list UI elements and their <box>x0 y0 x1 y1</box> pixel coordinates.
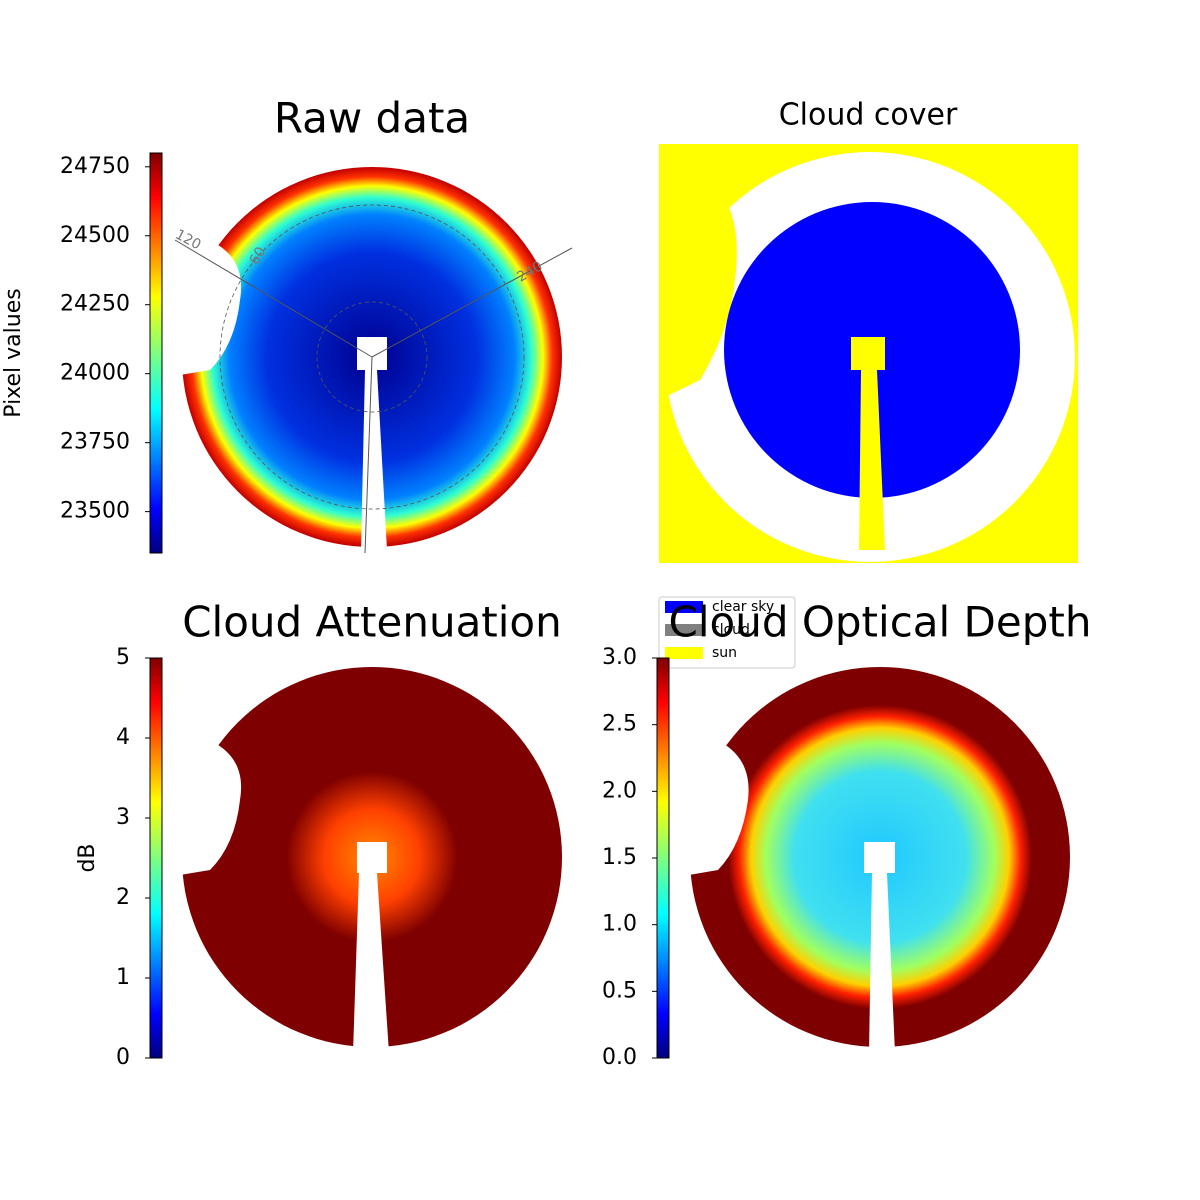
colorbar-tick-label: 1 <box>116 965 130 990</box>
legend-swatch <box>665 624 703 636</box>
chart-title: Cloud cover <box>779 98 958 133</box>
cloud-cover-image <box>659 144 1078 563</box>
colorbar-tick-label: 0.0 <box>602 1045 637 1070</box>
legend-label: cloud <box>712 622 750 638</box>
legend-label: sun <box>712 645 737 661</box>
colorbar-tick-label: 1.5 <box>602 845 637 870</box>
colorbar-tick-label: 23750 <box>60 430 130 455</box>
colorbar-tick-label: 0 <box>116 1045 130 1070</box>
colorbar-tick-label: 24000 <box>60 361 130 386</box>
colorbar-tick-label: 0.5 <box>602 978 637 1003</box>
colorbar-tick-label: 2.0 <box>602 778 637 803</box>
colorbar-tick-label: 4 <box>116 725 130 750</box>
colorbar-tick-label: 24750 <box>60 154 130 179</box>
chart-title: Cloud Optical Depth <box>669 598 1092 647</box>
colorbar-tick-label: 23500 <box>60 499 130 524</box>
legend-label: clear sky <box>712 599 774 615</box>
legend-swatch <box>665 647 703 659</box>
legend-swatch <box>665 601 703 613</box>
colorbar-tick-label: 5 <box>116 645 130 670</box>
chart-title: Raw data <box>274 94 470 143</box>
chart-title: Cloud Attenuation <box>182 598 562 647</box>
polar-annotation: 60 <box>247 244 270 267</box>
colorbar-tick-label: 24250 <box>60 292 130 317</box>
colorbar <box>149 152 163 554</box>
colorbar-tick-label: 2.5 <box>602 712 637 737</box>
raw-image <box>150 167 573 554</box>
colorbar-tick-label: 24500 <box>60 223 130 248</box>
colorbar-tick-label: 3 <box>116 805 130 830</box>
colorbar-label: Pixel values <box>1 288 26 417</box>
colorbar-tick-label: 3.0 <box>602 645 637 670</box>
attenuation-image <box>150 667 562 1053</box>
optical-depth-image <box>660 667 1070 1053</box>
colorbar-tick-label: 1.0 <box>602 912 637 937</box>
colorbar-tick-label: 2 <box>116 885 130 910</box>
colorbar <box>149 657 163 1059</box>
colorbar-label: dB <box>75 843 100 872</box>
colorbar <box>656 657 670 1059</box>
